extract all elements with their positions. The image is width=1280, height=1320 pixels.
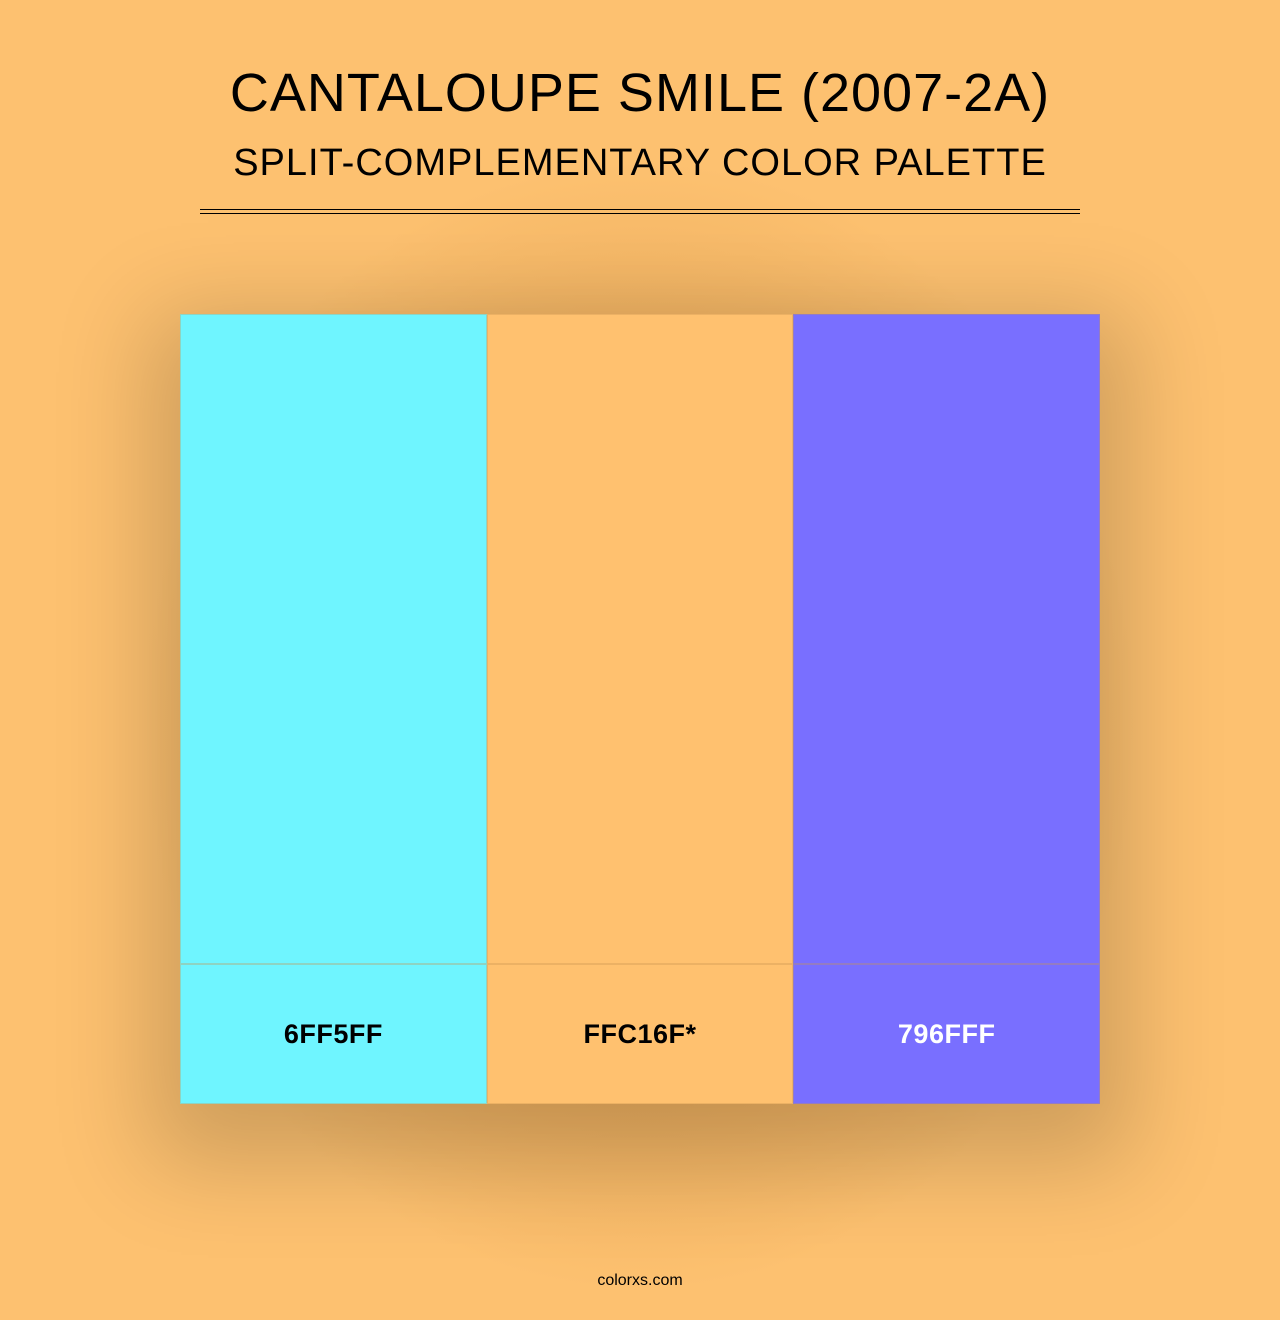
- label-text-0: 6FF5FF: [284, 1019, 383, 1050]
- title-divider: [200, 209, 1080, 214]
- label-0: 6FF5FF: [180, 964, 487, 1104]
- swatch-2: [793, 314, 1100, 964]
- palette-subtitle: SPLIT-COMPLEMENTARY COLOR PALETTE: [233, 142, 1047, 185]
- swatch-row: [180, 314, 1100, 964]
- label-text-2: 796FFF: [898, 1019, 996, 1050]
- swatch-1: [487, 314, 794, 964]
- footer-attribution: colorxs.com: [0, 1272, 1280, 1290]
- label-1: FFC16F*: [487, 964, 794, 1104]
- content-wrapper: CANTALOUPE SMILE (2007-2A) SPLIT-COMPLEM…: [0, 0, 1280, 1320]
- label-row: 6FF5FF FFC16F* 796FFF: [180, 964, 1100, 1104]
- palette-container: 6FF5FF FFC16F* 796FFF: [180, 314, 1100, 1104]
- label-2: 796FFF: [793, 964, 1100, 1104]
- swatch-0: [180, 314, 487, 964]
- palette-title: CANTALOUPE SMILE (2007-2A): [230, 62, 1050, 124]
- label-text-1: FFC16F*: [583, 1019, 696, 1050]
